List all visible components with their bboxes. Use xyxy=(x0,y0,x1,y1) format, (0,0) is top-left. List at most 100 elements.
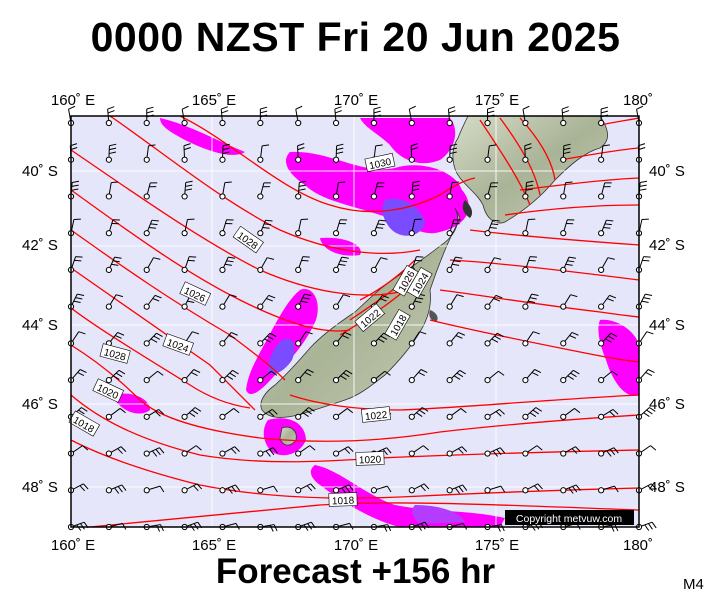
wind-barb-feather xyxy=(230,448,237,454)
wind-barb-feather xyxy=(498,370,505,376)
wind-barb-feather xyxy=(78,331,86,335)
wind-barb-feather xyxy=(571,448,578,454)
wind-barb-feather xyxy=(568,487,574,494)
wind-barb-feather xyxy=(452,263,460,266)
wind-barb-feather xyxy=(343,372,350,378)
station-circle-icon xyxy=(257,303,264,310)
wind-barb-feather xyxy=(107,110,115,114)
wind-barb-feather xyxy=(81,407,88,412)
wind-barb-feather xyxy=(185,180,193,183)
wind-barb-feather xyxy=(295,105,303,110)
wind-barb-feather xyxy=(348,484,354,491)
wind-barb-feather xyxy=(111,263,119,266)
lon-label-bottom-170: 170˚ E xyxy=(333,537,379,554)
station-circle-icon xyxy=(143,487,150,494)
station-circle-icon xyxy=(332,266,340,274)
station-circle-icon xyxy=(105,119,112,127)
wind-barb-feather xyxy=(83,483,89,490)
wind-barb-feather xyxy=(336,147,344,151)
wind-barb-feather xyxy=(155,449,161,456)
wind-barb-feather xyxy=(338,181,346,184)
wind-barb-feather xyxy=(529,412,537,417)
wind-barb-feather xyxy=(419,331,427,335)
wind-barb-feather xyxy=(453,260,461,263)
lat-label-right-48: 48˚ S xyxy=(649,479,685,496)
wind-barb-feather xyxy=(601,106,609,110)
station-circle-icon xyxy=(143,413,150,420)
station-circle-icon xyxy=(181,376,188,384)
wind-barb-feather xyxy=(150,338,158,343)
wind-barb-feather xyxy=(458,448,464,454)
wind-barb-feather xyxy=(496,449,502,456)
wind-barb-feather xyxy=(487,110,495,114)
wind-barb-feather xyxy=(341,487,347,494)
wind-barb-feather xyxy=(377,338,385,343)
isobar-labels: 1030 1028 1026 1024 1022 1020 1018 1028 … xyxy=(68,152,433,507)
station-circle-icon xyxy=(484,119,491,127)
wind-barb-feather xyxy=(153,335,161,340)
wind-barb-feather xyxy=(609,449,616,456)
station-circle-icon xyxy=(370,376,378,384)
wind-barb-feather xyxy=(565,181,573,184)
lon-label-bottom-165: 165˚ E xyxy=(191,537,237,554)
wind-barb-feather xyxy=(271,409,278,415)
wind-barb-feather xyxy=(487,106,495,110)
station-circle-icon xyxy=(446,450,453,457)
wind-barb-feather xyxy=(410,143,418,147)
wind-barb-feather xyxy=(412,184,420,187)
wind-barb-feather xyxy=(229,294,237,298)
station-circle-icon xyxy=(257,376,264,384)
station-circle-icon xyxy=(560,413,567,420)
station-circle-icon xyxy=(219,156,226,163)
wind-barb-feather xyxy=(613,447,619,454)
wind-barb-feather xyxy=(561,106,569,110)
station-circle-icon xyxy=(598,193,605,200)
wind-barb-feather xyxy=(460,408,467,414)
wind-barb-feather xyxy=(525,188,533,191)
wind-barb-feather xyxy=(384,370,391,376)
station-circle-icon xyxy=(598,376,605,384)
station-circle-icon xyxy=(522,376,529,384)
wind-barb-feather xyxy=(109,143,117,147)
wind-barb-feather xyxy=(79,369,87,374)
wind-barb-feather xyxy=(302,297,310,300)
wind-barb-feather xyxy=(494,257,502,260)
station-circle-icon xyxy=(295,450,302,457)
station-circle-icon xyxy=(484,340,491,347)
wind-barb-feather xyxy=(563,143,571,147)
wind-barb-feather xyxy=(524,143,532,147)
lat-label-right-42: 42˚ S xyxy=(649,237,685,254)
wind-barb-feather xyxy=(264,338,271,343)
map-frame xyxy=(70,115,640,528)
wind-barb-feather xyxy=(268,411,275,417)
wind-barb-feather xyxy=(159,447,165,454)
wind-barb-feather xyxy=(159,485,165,493)
station-circle-icon xyxy=(332,487,340,494)
wind-barb-feather xyxy=(571,331,579,336)
wind-barb-feather xyxy=(643,297,651,300)
wind-barb-feather xyxy=(120,446,127,452)
wind-barb-feather xyxy=(307,369,314,374)
wind-barb-feather xyxy=(156,332,163,338)
wind-barb-feather xyxy=(113,375,120,380)
wind-barb-feather xyxy=(572,486,578,493)
station-circle-icon xyxy=(598,340,605,347)
wind-barb-feather xyxy=(265,219,273,222)
station-circle-icon xyxy=(105,487,112,494)
wind-barb-feather xyxy=(565,263,573,266)
lon-label-top-175: 175˚ E xyxy=(474,92,520,109)
wind-barb-feather xyxy=(226,260,234,263)
station-circle-icon xyxy=(181,193,188,200)
station-circle-icon xyxy=(598,413,605,420)
wind-barb-feather xyxy=(78,409,85,415)
lon-label-top-180: 180˚ xyxy=(622,92,654,109)
station-circle-icon xyxy=(522,230,529,237)
wind-barb-feather xyxy=(647,369,655,374)
station-circle-icon xyxy=(143,193,150,200)
wind-barb-feather xyxy=(531,372,539,376)
wind-barb-feather xyxy=(343,294,351,298)
forecast-hour: Forecast +156 hr xyxy=(215,552,496,591)
wind-barb-feather xyxy=(298,184,306,187)
station-circle-icon xyxy=(446,230,453,237)
